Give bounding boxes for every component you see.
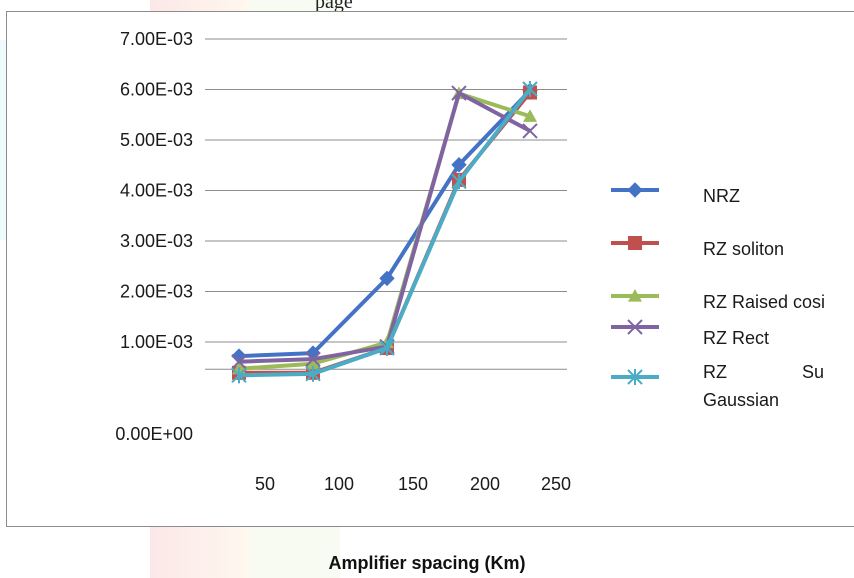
- x-tick-label: 50: [255, 474, 275, 494]
- legend-item: [611, 369, 659, 385]
- series-lines: [231, 80, 538, 384]
- legend-label: Gaussian: [703, 390, 779, 410]
- y-tick-label: 0.00E+00: [115, 424, 193, 444]
- data-point-marker: [306, 356, 320, 370]
- legend-item: [611, 319, 659, 335]
- legend-item: [611, 182, 659, 198]
- data-point-marker: [305, 351, 321, 367]
- legend-item: [611, 289, 659, 302]
- x-tick-label: 200: [470, 474, 500, 494]
- grid-lines: [205, 38, 567, 370]
- data-point-marker: [627, 182, 643, 198]
- y-tick-label: 4.00E-03: [120, 181, 193, 201]
- legend: NRZ RZ soliton RZ Raised cosi RZ Rect RZ Su G…: [611, 182, 825, 410]
- chart-frame: 0.00E+00 1.00E-03 2.00E-03 3.00E-03 4.00E-03…: [6, 11, 854, 527]
- data-point-marker: [628, 289, 642, 302]
- data-point-marker: [451, 157, 467, 173]
- line-chart: 0.00E+00 1.00E-03 2.00E-03 3.00E-03 4.00E-03…: [115, 29, 825, 494]
- data-point-marker: [523, 109, 537, 122]
- series-line: [238, 87, 532, 378]
- y-tick-label: 6.00E-03: [120, 80, 193, 100]
- data-point-marker: [628, 236, 642, 250]
- legend-label: RZ Rect: [703, 328, 769, 348]
- series-rz-super-gaussian: [231, 80, 538, 384]
- y-tick-label: 7.00E-03: [120, 29, 193, 49]
- data-point-marker: [231, 353, 247, 370]
- legend-label: RZ soliton: [703, 239, 784, 259]
- data-point-marker: [379, 270, 395, 287]
- y-tick-label: 5.00E-03: [120, 130, 193, 150]
- legend-label: RZ Su: [703, 362, 824, 382]
- y-tick-label: 1.00E-03: [120, 332, 193, 352]
- x-tick-label: 150: [398, 474, 428, 494]
- x-tick-label: 100: [324, 474, 354, 494]
- x-tick-label: 250: [541, 474, 571, 494]
- page-fragment-text: page: [315, 0, 353, 13]
- data-point-marker: [522, 123, 538, 139]
- series-nrz: [231, 82, 538, 364]
- x-axis-ticks: 50 100 150 200 250: [255, 474, 571, 494]
- legend-label: NRZ: [703, 186, 740, 206]
- data-point-marker: [627, 319, 643, 335]
- y-axis-ticks: 0.00E+00 1.00E-03 2.00E-03 3.00E-03 4.00E-03…: [115, 29, 193, 444]
- y-tick-label: 3.00E-03: [120, 231, 193, 251]
- data-point-marker: [451, 85, 467, 101]
- x-axis-label: Amplifier spacing (Km): [328, 553, 526, 573]
- legend-item: [611, 236, 659, 250]
- legend-label: RZ Raised cosi: [703, 292, 825, 312]
- y-tick-label: 2.00E-03: [120, 282, 193, 302]
- series-line: [238, 89, 532, 359]
